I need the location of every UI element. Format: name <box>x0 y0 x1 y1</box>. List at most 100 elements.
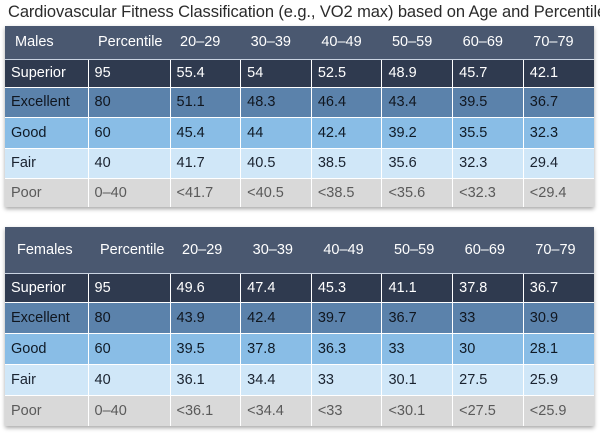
category-cell: Good <box>5 333 89 365</box>
females-fitness-table: Females Percentile 20–29 30–39 40–49 50–… <box>5 227 594 426</box>
category-cell: Excellent <box>5 302 89 334</box>
value-cell: 35.6 <box>381 148 454 179</box>
value-cell: 36.7 <box>523 87 594 118</box>
percentile-cell: 60 <box>88 333 171 365</box>
value-cell: <35.6 <box>381 178 454 207</box>
percentile-cell: 80 <box>88 302 171 334</box>
value-cell: 36.1 <box>170 364 242 396</box>
category-cell: Superior <box>5 59 89 88</box>
header-cell-age-60-69: 60–69 <box>452 227 524 274</box>
table-row-superior: Superior 95 55.4 54 52.5 48.9 45.7 42.1 <box>5 59 594 88</box>
page-title: Cardiovascular Fitness Classification (e… <box>8 3 600 21</box>
header-cell-percentile: Percentile <box>88 227 170 274</box>
value-cell: <34.4 <box>240 395 312 426</box>
value-cell: 37.8 <box>452 273 524 303</box>
value-cell: 47.4 <box>240 273 312 303</box>
value-cell: 40.5 <box>240 148 312 179</box>
value-cell: 32.3 <box>523 117 594 149</box>
percentile-cell: 0–40 <box>88 395 171 426</box>
table-row-good: Good 60 45.4 44 42.4 39.2 35.5 32.3 <box>5 117 594 149</box>
percentile-cell: 95 <box>88 59 171 88</box>
value-cell: 42.4 <box>240 302 312 334</box>
value-cell: 37.8 <box>240 333 312 365</box>
value-cell: <32.3 <box>452 178 524 207</box>
header-cell-age-50-59: 50–59 <box>381 227 453 274</box>
table-row-superior: Superior 95 49.6 47.4 45.3 41.1 37.8 36.… <box>5 273 594 303</box>
value-cell: 45.7 <box>452 59 524 88</box>
table-row-poor: Poor 0–40 <41.7 <40.5 <38.5 <35.6 <32.3 … <box>5 178 594 207</box>
percentile-cell: 80 <box>88 87 171 118</box>
category-cell: Excellent <box>5 87 89 118</box>
value-cell: 25.9 <box>523 364 594 396</box>
percentile-cell: 0–40 <box>88 178 171 207</box>
value-cell: 39.5 <box>452 87 524 118</box>
header-cell-percentile: Percentile <box>88 26 170 60</box>
percentile-cell: 40 <box>88 364 171 396</box>
value-cell: <29.4 <box>523 178 594 207</box>
value-cell: 43.4 <box>381 87 454 118</box>
value-cell: 43.9 <box>170 302 242 334</box>
value-cell: 46.4 <box>311 87 383 118</box>
value-cell: 45.4 <box>170 117 242 149</box>
value-cell: <40.5 <box>240 178 312 207</box>
value-cell: 38.5 <box>311 148 383 179</box>
header-cell-age-70-79: 70–79 <box>523 227 594 274</box>
value-cell: 42.1 <box>523 59 594 88</box>
value-cell: 39.5 <box>170 333 242 365</box>
value-cell: 36.3 <box>311 333 383 365</box>
value-cell: 33 <box>452 302 524 334</box>
table-row-fair: Fair 40 36.1 34.4 33 30.1 27.5 25.9 <box>5 364 594 396</box>
value-cell: 49.6 <box>170 273 242 303</box>
header-cell-age-40-49: 40–49 <box>311 26 382 60</box>
header-cell-age-50-59: 50–59 <box>381 26 453 60</box>
value-cell: 54 <box>240 59 312 88</box>
value-cell: <38.5 <box>311 178 383 207</box>
value-cell: 41.1 <box>381 273 454 303</box>
value-cell: <36.1 <box>170 395 242 426</box>
value-cell: <25.9 <box>523 395 594 426</box>
value-cell: 45.3 <box>311 273 383 303</box>
header-cell-age-70-79: 70–79 <box>523 26 594 60</box>
value-cell: 29.4 <box>523 148 594 179</box>
value-cell: 30 <box>452 333 524 365</box>
value-cell: 39.7 <box>311 302 383 334</box>
value-cell: 34.4 <box>240 364 312 396</box>
value-cell: <30.1 <box>381 395 454 426</box>
category-cell: Fair <box>5 364 89 396</box>
category-cell: Poor <box>5 395 89 426</box>
value-cell: 42.4 <box>311 117 383 149</box>
category-cell: Poor <box>5 178 89 207</box>
value-cell: 27.5 <box>452 364 524 396</box>
table-row-excellent: Excellent 80 51.1 48.3 46.4 43.4 39.5 36… <box>5 87 594 118</box>
table-header-row: Females Percentile 20–29 30–39 40–49 50–… <box>5 227 594 274</box>
header-cell-group: Females <box>5 227 88 274</box>
table-header-row: Males Percentile 20–29 30–39 40–49 50–59… <box>5 26 594 60</box>
category-cell: Superior <box>5 273 89 303</box>
percentile-cell: 40 <box>88 148 171 179</box>
table-row-excellent: Excellent 80 43.9 42.4 39.7 36.7 33 30.9 <box>5 302 594 334</box>
header-cell-age-20-29: 20–29 <box>170 26 241 60</box>
header-cell-age-60-69: 60–69 <box>452 26 524 60</box>
value-cell: 30.9 <box>523 302 594 334</box>
header-cell-group: Males <box>5 26 88 60</box>
header-cell-age-40-49: 40–49 <box>311 227 382 274</box>
table-row-good: Good 60 39.5 37.8 36.3 33 30 28.1 <box>5 333 594 365</box>
value-cell: 39.2 <box>381 117 454 149</box>
value-cell: 51.1 <box>170 87 242 118</box>
value-cell: 36.7 <box>381 302 454 334</box>
value-cell: 48.9 <box>381 59 454 88</box>
header-cell-age-30-39: 30–39 <box>240 26 312 60</box>
value-cell: 35.5 <box>452 117 524 149</box>
value-cell: 32.3 <box>452 148 524 179</box>
value-cell: 28.1 <box>523 333 594 365</box>
value-cell: 41.7 <box>170 148 242 179</box>
value-cell: 33 <box>311 364 383 396</box>
value-cell: <41.7 <box>170 178 242 207</box>
category-cell: Good <box>5 117 89 149</box>
percentile-cell: 60 <box>88 117 171 149</box>
value-cell: 33 <box>381 333 454 365</box>
value-cell: <27.5 <box>452 395 524 426</box>
header-cell-age-30-39: 30–39 <box>240 227 312 274</box>
table-row-poor: Poor 0–40 <36.1 <34.4 <33 <30.1 <27.5 <2… <box>5 395 594 426</box>
percentile-cell: 95 <box>88 273 171 303</box>
